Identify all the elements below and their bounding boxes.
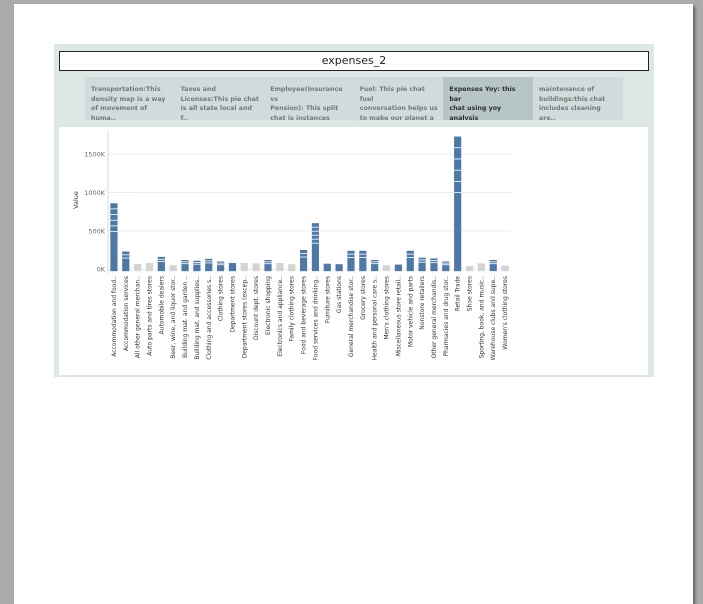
bar-27 <box>430 258 438 272</box>
x-tick-label: Discount dept. stores <box>253 276 260 340</box>
chart-panel: 0K 500K 1000K 1500K Value Accommodation and f… <box>59 127 648 375</box>
x-tick-label: Motor vehicle and parts <box>407 276 414 347</box>
x-tick-label: Automobile dealers <box>158 276 165 334</box>
x-tick-label: Auto parts and tires stores <box>146 276 153 356</box>
bar-17 <box>311 223 320 272</box>
bar-16 <box>299 250 308 272</box>
bar-4 <box>157 256 165 272</box>
x-tick-label: Food services and drinking.. <box>312 276 319 360</box>
bar-15 <box>288 264 296 272</box>
bar-chart: 0K 500K 1000K 1500K Value Accommodation and f… <box>72 131 511 361</box>
x-tick-label: General merchandise stor.. <box>348 276 355 357</box>
bar-7 <box>193 260 201 272</box>
bar-30 <box>465 266 474 272</box>
x-tick-label: Grocery stores <box>360 276 367 320</box>
story-navigator: Transportation:This density map is a way… <box>85 77 623 120</box>
bar-26 <box>418 257 426 272</box>
y-tick-label: 1000K <box>84 189 106 197</box>
bar-31 <box>477 263 485 272</box>
bar-3 <box>145 262 154 272</box>
bar-2 <box>134 264 142 272</box>
x-tick-label: Men's clothing stores <box>384 276 391 340</box>
x-tick-label: Retail Trade <box>455 276 462 312</box>
x-tick-label: Furniture stores <box>324 276 331 323</box>
x-tick-label: Nonstore retailers <box>419 276 426 330</box>
x-tick-label: Food and beverage stores <box>301 276 308 354</box>
bar-18 <box>323 263 331 272</box>
x-tick-label: Pharmacies and drug stor.. <box>443 276 450 357</box>
x-tick-label: Other general merchandis.. <box>431 276 438 359</box>
x-tick-label: Sporting, book, and music.. <box>478 276 485 358</box>
x-tick-label: All other general merchan.. <box>135 276 142 358</box>
bar-29 <box>454 136 462 272</box>
story-point-2[interactable]: Taxes and Licenses:This pie chat is all … <box>180 86 260 120</box>
bar-11 <box>240 262 248 272</box>
story-dashboard: expenses_2 Transportation:This density m… <box>54 44 654 377</box>
x-tick-label: Building mat. and supplies.. <box>194 276 201 360</box>
story-point-1[interactable]: Transportation:This density map is a way… <box>91 86 166 120</box>
bar-13 <box>264 259 272 272</box>
x-tick-label: Health and personal care s.. <box>372 276 379 361</box>
x-tick-label: Accommodation and food.. <box>111 276 118 357</box>
x-tick-label: Clothing stores <box>218 276 225 321</box>
y-tick-label: 1500K <box>84 151 106 159</box>
x-tick-label: Accommodation services <box>123 276 130 351</box>
bar-8 <box>205 258 213 272</box>
x-tick-label: Miscellaneous store retail.. <box>395 276 402 356</box>
x-tick-label: Electronic shopping <box>265 276 272 335</box>
story-point-6[interactable]: maintenance of buildings:this chat inclu… <box>538 86 606 120</box>
bar-9 <box>217 261 225 272</box>
story-point-5[interactable]: Expenses Yoy: this bar chat using yoy an… <box>443 77 533 120</box>
x-tick-label: Electronics and appliance.. <box>277 276 284 357</box>
bar-0 <box>110 203 118 272</box>
bar-25 <box>406 250 414 272</box>
x-tick-label: Building mat. and garden .. <box>182 276 189 358</box>
bar-12 <box>252 263 260 272</box>
x-tick-label: Beer, wine, and liquor stor.. <box>170 276 177 359</box>
bar-10 <box>228 263 237 272</box>
bar-32 <box>489 259 497 272</box>
x-tick-label: Gas stations <box>336 276 343 313</box>
x-tick-label: Department stores <box>229 276 236 333</box>
bar-24 <box>394 264 402 272</box>
x-tick-label: Shoe stores <box>467 276 474 311</box>
bar-28 <box>442 261 450 272</box>
bar-6 <box>181 259 189 272</box>
bar-14 <box>276 262 284 272</box>
y-tick-label: 0K <box>97 266 106 274</box>
y-axis-title: Value <box>72 191 80 209</box>
story-point-3[interactable]: Employee(Insurance vs Pension): This spl… <box>270 86 343 120</box>
x-tick-label: Department stores (excep.. <box>241 276 248 359</box>
bar-33 <box>501 265 509 272</box>
bar-21 <box>359 250 367 272</box>
y-tick-label: 500K <box>88 227 105 235</box>
bar-19 <box>335 264 343 272</box>
dashboard-title: expenses_2 <box>59 51 649 71</box>
bar-22 <box>371 259 379 272</box>
bar-20 <box>347 250 355 272</box>
report-page: expenses_2 Transportation:This density m… <box>14 4 693 604</box>
story-point-4[interactable]: Fuel: This pie chat fuel conversation he… <box>359 86 438 120</box>
x-tick-label: Clothing and accessories s.. <box>206 276 213 360</box>
bar-1 <box>122 251 130 272</box>
x-tick-label: Warehouse clubs and supe.. <box>490 276 497 360</box>
x-tick-label: Women's clothing stores <box>502 276 509 350</box>
bar-23 <box>382 265 391 272</box>
x-tick-label: Family clothing stores <box>289 276 296 342</box>
bar-5 <box>169 265 177 272</box>
